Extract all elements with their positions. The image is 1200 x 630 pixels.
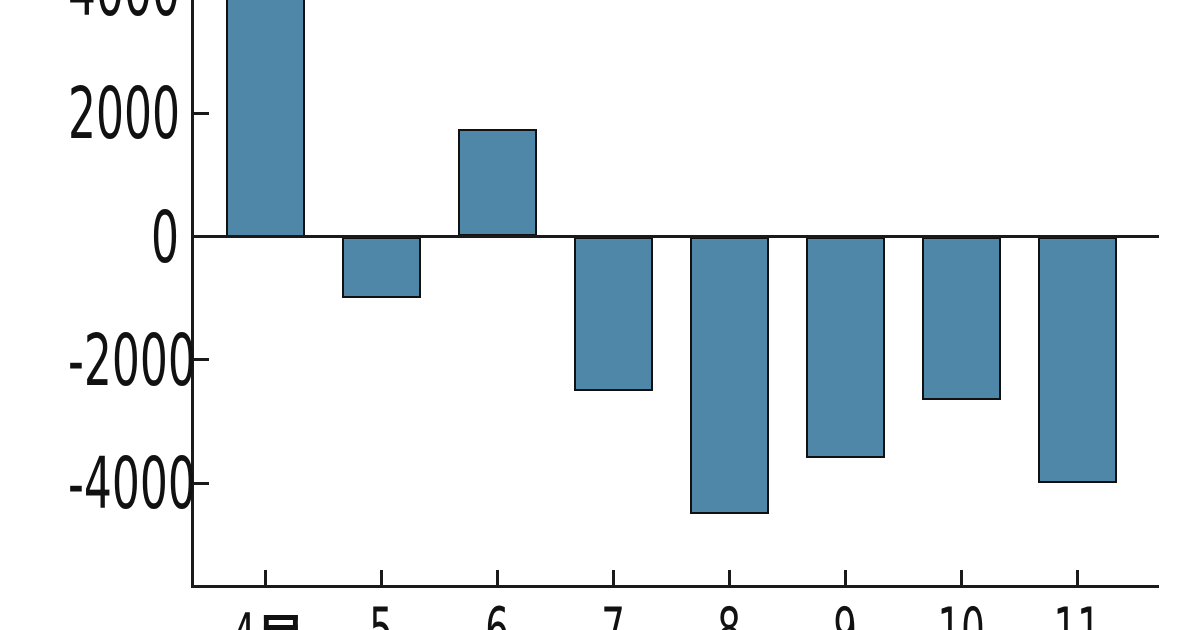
bar (573, 236, 653, 391)
x-axis-tick (959, 570, 963, 585)
x-tick-label: 8 (629, 595, 829, 630)
x-tick-label-text: 11 (1053, 595, 1101, 630)
y-axis-tick (194, 481, 209, 485)
y-tick-label: 4000 (68, 0, 180, 27)
x-tick-label: 7 (513, 595, 713, 630)
x-tick-label-text: 7 (601, 595, 625, 630)
bar (341, 236, 421, 299)
y-tick-label: -4000 (68, 442, 196, 526)
x-tick-label: 6 (397, 595, 597, 630)
x-tick-label: 9 (745, 595, 945, 630)
x-tick-label: 11 (977, 595, 1177, 630)
x-axis-tick (727, 570, 731, 585)
x-tick-label: 10 (861, 595, 1061, 630)
x-tick-label: 5 (281, 595, 481, 630)
month-kanji-glyph (263, 615, 298, 630)
x-tick-label-text: 4 (232, 602, 298, 630)
x-axis-tick (1075, 570, 1079, 585)
bar (457, 128, 537, 237)
x-axis-tick (263, 570, 267, 585)
x-tick-label-text: 9 (833, 595, 857, 630)
x-axis-tick (379, 570, 383, 585)
y-axis-tick (194, 358, 209, 362)
x-axis-tick (495, 570, 499, 585)
x-tick-label: 4 (165, 602, 365, 630)
x-tick-label-text: 8 (717, 595, 741, 630)
y-tick-label: 0 (150, 195, 179, 279)
y-axis-tick (194, 235, 209, 238)
x-tick-label-text: 5 (369, 595, 393, 630)
y-tick-label: 2000 (68, 72, 181, 156)
x-tick-label-text: 6 (485, 595, 509, 630)
bar (805, 236, 885, 459)
bar (921, 236, 1001, 400)
bar (1037, 236, 1117, 484)
y-tick-label: -2000 (68, 318, 196, 402)
y-axis-spine (191, 0, 194, 588)
bar (689, 236, 769, 514)
x-tick-label-text: 10 (937, 595, 985, 630)
bar (225, 0, 305, 237)
x-axis-tick (843, 570, 847, 585)
x-axis-spine (191, 585, 1159, 588)
x-axis-tick (611, 570, 615, 585)
zero-line (191, 235, 1159, 238)
y-axis-tick (194, 111, 209, 115)
